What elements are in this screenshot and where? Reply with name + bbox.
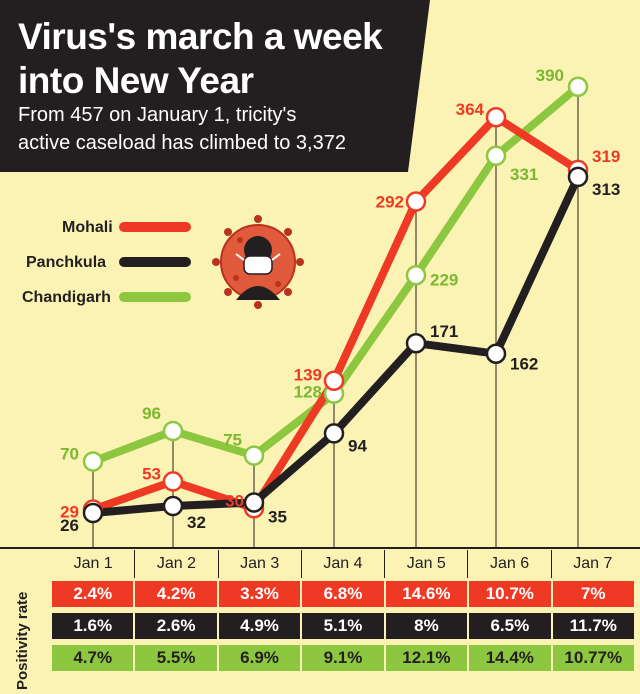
rate-cell: 9.1% — [302, 645, 386, 671]
legend-label-mohali: Mohali — [62, 219, 113, 236]
data-label-panchkula: 94 — [348, 436, 367, 455]
rate-cell: 6.8% — [302, 581, 386, 607]
rate-cell: 4.2% — [135, 581, 219, 607]
data-label-chandigarh: 75 — [223, 431, 242, 450]
data-point-panchkula — [567, 166, 589, 188]
data-point-panchkula — [243, 492, 265, 513]
rate-cell: 6.9% — [219, 645, 303, 671]
data-point-chandigarh — [567, 76, 589, 98]
data-point-panchkula — [82, 502, 104, 524]
rate-cell: 3.3% — [219, 581, 303, 607]
data-label-chandigarh: 229 — [430, 270, 458, 289]
title-panel-corner — [408, 0, 430, 172]
data-points — [82, 76, 589, 524]
legend: Mohali Panchkula Chandigarh — [22, 219, 191, 306]
rate-cell: 10.7% — [469, 581, 553, 607]
data-label-panchkula: 32 — [187, 513, 206, 532]
data-label-chandigarh: 331 — [510, 165, 538, 184]
date-cell: Jan 4 — [302, 550, 386, 578]
data-label-panchkula: 162 — [510, 355, 538, 374]
data-label-chandigarh: 96 — [142, 404, 161, 423]
chart-title-line-1: Virus's march a week — [18, 16, 383, 57]
chart-subtitle-line-1: From 457 on January 1, tricity's — [18, 104, 297, 126]
data-point-mohali — [323, 370, 345, 391]
data-label-panchkula: 35 — [268, 507, 287, 526]
rate-cell: 8% — [386, 613, 470, 639]
legend-label-panchkula: Panchkula — [26, 254, 106, 271]
data-label-chandigarh: 390 — [536, 66, 564, 85]
positivity-row-mohali: 2.4% 4.2% 3.3% 6.8% 14.6% 10.7% 7% — [52, 581, 634, 607]
rate-cell: 4.9% — [219, 613, 303, 639]
chart-subtitle-line-2: active caseload has climbed to 3,372 — [18, 132, 346, 154]
rate-cell: 6.5% — [469, 613, 553, 639]
data-point-mohali — [485, 106, 507, 128]
data-label-mohali: 30 — [225, 491, 244, 510]
data-label-panchkula: 313 — [592, 180, 620, 199]
data-label-panchkula: 26 — [60, 516, 79, 535]
data-point-chandigarh — [162, 420, 184, 442]
rate-cell: 1.6% — [52, 613, 136, 639]
data-point-chandigarh — [243, 445, 265, 466]
data-label-mohali: 292 — [376, 193, 404, 212]
data-label-mohali: 53 — [142, 464, 161, 483]
date-header-row: Jan 1 Jan 2 Jan 3 Jan 4 Jan 5 Jan 6 Jan … — [52, 550, 634, 578]
date-cell: Jan 2 — [135, 550, 219, 578]
rate-cell: 12.1% — [386, 645, 470, 671]
date-cell: Jan 5 — [385, 550, 469, 578]
rate-cell: 4.7% — [52, 645, 136, 671]
data-point-chandigarh — [82, 451, 104, 472]
date-cell: Jan 1 — [52, 550, 136, 578]
data-label-mohali: 29 — [60, 502, 79, 521]
data-point-panchkula — [485, 343, 507, 364]
legend-label-chandigarh: Chandigarh — [22, 289, 111, 306]
positivity-rate-label: Positivity rate — [14, 591, 31, 690]
data-point-panchkula — [323, 423, 345, 444]
data-point-chandigarh — [405, 265, 427, 286]
rate-cell: 2.4% — [52, 581, 136, 607]
data-labels: 29 53 30 139 292 364 319 26 32 35 94 171 162 313 70 96 7… — [60, 66, 620, 535]
chart-title-line-2: into New Year — [18, 60, 254, 101]
data-point-panchkula — [162, 495, 184, 517]
rate-cell: 14.4% — [469, 645, 553, 671]
rate-cell: 5.1% — [302, 613, 386, 639]
positivity-row-chandigarh: 4.7% 5.5% 6.9% 9.1% 12.1% 14.4% 10.77% — [52, 645, 634, 671]
rate-cell: 2.6% — [135, 613, 219, 639]
date-cell: Jan 6 — [468, 550, 552, 578]
rate-cell: 7% — [580, 584, 606, 603]
rate-cell: 14.6% — [386, 581, 470, 607]
data-label-mohali: 364 — [456, 100, 485, 119]
date-cell: Jan 7 — [573, 555, 613, 572]
coronavirus-mask-icon — [212, 215, 304, 309]
rate-cell: 10.77% — [564, 648, 623, 667]
series-line-mohali — [91, 113, 581, 514]
data-label-chandigarh: 128 — [294, 383, 322, 402]
data-point-panchkula — [405, 332, 427, 354]
data-point-mohali — [405, 191, 427, 212]
data-label-mohali: 139 — [294, 366, 322, 385]
rate-cell: 5.5% — [135, 645, 219, 671]
positivity-row-panchkula: 1.6% 2.6% 4.9% 5.1% 8% 6.5% 11.7% — [52, 613, 634, 639]
table-divider — [0, 547, 640, 549]
rate-cell: 11.7% — [569, 616, 617, 635]
data-label-panchkula: 171 — [430, 322, 458, 341]
data-label-chandigarh: 70 — [60, 444, 79, 463]
title-panel: Virus's march a week into New Year From … — [0, 0, 408, 172]
data-label-mohali: 319 — [592, 147, 620, 166]
data-point-mohali — [162, 471, 184, 492]
date-cell: Jan 3 — [219, 550, 302, 578]
data-point-chandigarh — [485, 145, 507, 167]
